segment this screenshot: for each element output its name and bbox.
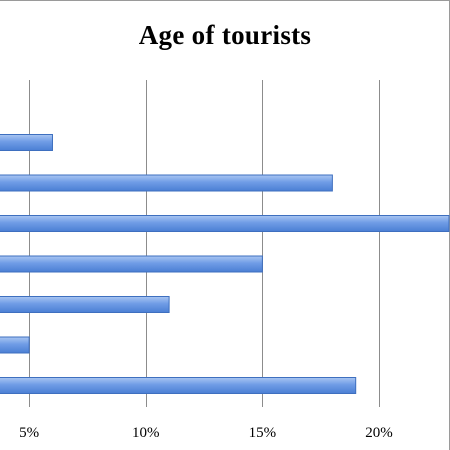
bar-6 bbox=[0, 336, 30, 354]
bar-5 bbox=[0, 296, 170, 313]
x-tick-label: 10% bbox=[132, 425, 160, 441]
x-tick-label: 15% bbox=[249, 425, 277, 441]
chart-frame-top bbox=[0, 0, 450, 1]
x-tick-label: 20% bbox=[365, 425, 393, 441]
bar-1 bbox=[0, 134, 53, 151]
bar-2 bbox=[0, 174, 333, 192]
bar-4 bbox=[0, 255, 263, 273]
x-tick-label: 5% bbox=[19, 425, 39, 441]
bar-7 bbox=[0, 377, 357, 394]
chart-title: Age of tourists bbox=[138, 20, 312, 50]
bar-3 bbox=[0, 215, 450, 232]
